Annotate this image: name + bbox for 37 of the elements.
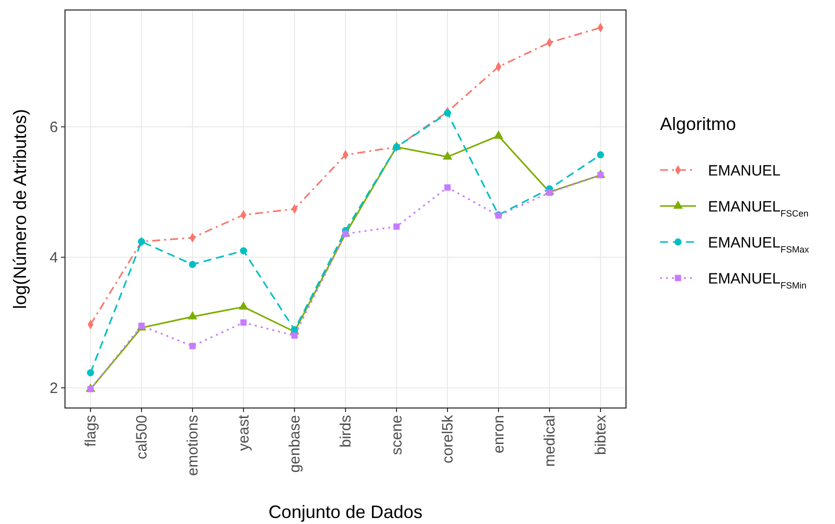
x-tick-label: scene — [388, 415, 406, 456]
x-tick-label: enron — [490, 415, 508, 454]
point — [494, 130, 504, 139]
y-axis-title: log(Número de Atributos) — [10, 108, 30, 310]
x-tick-label: corel5k — [440, 414, 456, 464]
x-tick-label: emotions — [184, 415, 202, 476]
point — [444, 184, 451, 191]
point — [86, 369, 94, 376]
point — [240, 319, 247, 326]
x-tick-label: genbase — [286, 415, 304, 473]
point — [189, 342, 196, 350]
x-tick-label: cal500 — [134, 415, 150, 460]
x-tick-label: yeast — [236, 414, 252, 451]
point — [444, 110, 452, 117]
x-tick-label: bibtex — [592, 414, 610, 456]
x-tick-label: medical — [542, 415, 558, 467]
x-tick-label: flags — [82, 415, 100, 447]
x-tick-label: birds — [338, 415, 354, 448]
x-axis-title: Conjunto de Dados — [268, 502, 423, 522]
point — [393, 223, 400, 230]
y-tick-label: 4 — [50, 250, 58, 267]
legend-label: EMANUEL$_{FSMax}$ — [708, 234, 810, 254]
point — [596, 151, 604, 158]
point — [240, 247, 248, 254]
y-tick-label: 2 — [50, 380, 58, 398]
legend-label: EMANUEL — [708, 162, 781, 180]
point — [342, 230, 349, 237]
point — [188, 260, 196, 268]
legend-label: EMANUEL$_{FSMin}$ — [708, 270, 807, 290]
legend-label: EMANUEL$_{FSCen}$ — [708, 198, 809, 218]
point — [546, 190, 553, 196]
y-tick-label: 6 — [50, 119, 58, 136]
point — [188, 311, 198, 320]
point — [442, 151, 452, 160]
point — [291, 332, 298, 339]
point — [238, 301, 248, 310]
legend-title: Algoritmo — [660, 114, 736, 134]
